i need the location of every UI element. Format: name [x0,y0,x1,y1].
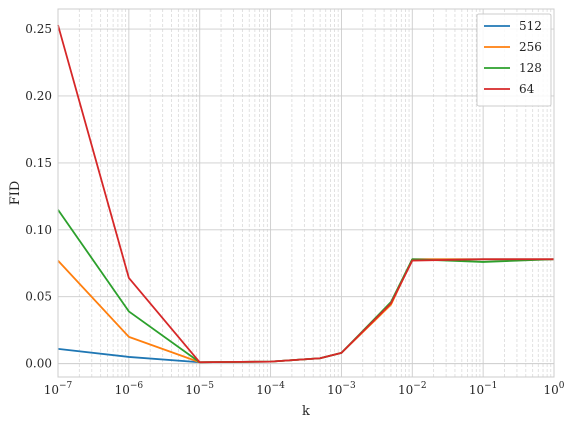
x-tick-label: 10−4 [256,381,285,397]
legend-label-128: 128 [519,61,542,75]
legend-label-64: 64 [519,82,535,96]
x-axis-label: k [302,404,310,419]
legend: 512 256 128 64 [476,13,552,107]
y-tick-labels: 0.00 0.05 0.10 0.15 0.20 0.25 [25,22,52,371]
y-tick-label: 0.05 [25,290,52,304]
y-tick-label: 0.00 [25,357,52,371]
y-axis-label: FID [8,181,23,206]
x-tick-label: 100 [543,381,564,397]
legend-box [476,13,552,107]
x-tick-label: 10−5 [185,381,214,397]
x-tick-label: 10−3 [327,381,356,397]
x-tick-label: 10−7 [44,381,73,397]
x-tick-label: 10−6 [115,381,144,397]
legend-label-256: 256 [519,40,542,54]
y-tick-label: 0.10 [25,223,52,237]
y-tick-label: 0.15 [25,156,52,170]
x-tick-label: 10−1 [469,381,498,397]
plot-frame [57,8,555,378]
x-tick-labels: 10−7 10−6 10−5 10−4 10−3 10−2 10−1 100 [44,381,565,397]
x-tick-label: 10−2 [398,381,427,397]
y-tick-label: 0.25 [25,22,52,36]
y-tick-label: 0.20 [25,89,52,103]
legend-label-512: 512 [519,19,542,33]
series-line-64 [57,24,554,364]
series-lines [57,24,555,364]
